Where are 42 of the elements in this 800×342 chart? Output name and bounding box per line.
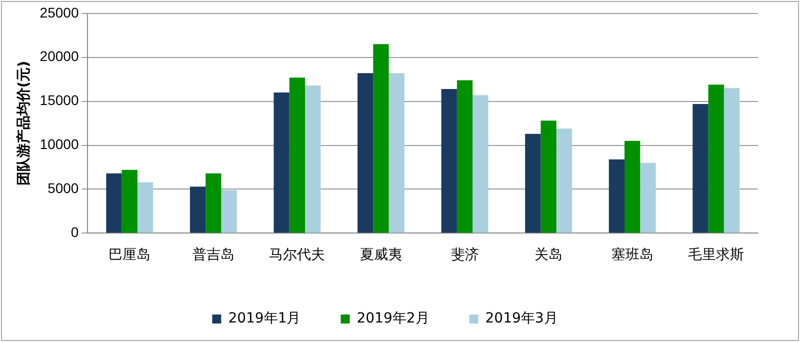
bar	[624, 140, 640, 233]
bar	[441, 89, 457, 233]
bar	[472, 95, 488, 233]
x-tick-label: 普吉岛	[192, 246, 234, 264]
x-tick-label: 毛里求斯	[688, 247, 744, 264]
bar	[708, 84, 724, 233]
bar	[137, 182, 154, 233]
x-tick-label: 塞班岛	[611, 247, 654, 264]
bar	[106, 173, 122, 233]
bar	[724, 88, 740, 233]
bar	[221, 190, 237, 233]
bar	[540, 120, 556, 233]
x-tick-label: 夏威夷	[360, 247, 402, 264]
bar	[373, 44, 389, 233]
bar	[122, 170, 138, 233]
bar	[206, 173, 222, 233]
legend-label: 2019年3月	[485, 310, 558, 327]
bar	[525, 134, 541, 233]
y-tick-label: 20000	[40, 48, 79, 64]
y-axis-title: 团队游产品均价(元)	[15, 60, 32, 186]
bar	[556, 128, 572, 233]
x-tick-label: 关岛	[534, 247, 563, 264]
x-tick-label: 巴厘岛	[108, 247, 151, 264]
bar	[358, 73, 374, 233]
bar	[456, 80, 473, 233]
y-tick-label: 10000	[40, 136, 79, 152]
y-tick-label: 25000	[40, 4, 79, 20]
bar	[190, 186, 206, 233]
y-tick-label: 15000	[40, 92, 79, 108]
bar	[388, 73, 404, 233]
bar	[692, 104, 708, 233]
legend-label: 2019年1月	[228, 310, 301, 327]
bar	[608, 159, 625, 233]
bar	[289, 78, 306, 233]
legend-label: 2019年2月	[356, 310, 430, 327]
y-tick-label: 0	[70, 224, 79, 240]
x-tick-label: 斐济	[450, 247, 479, 264]
y-tick-label: 5000	[48, 180, 79, 196]
bar	[274, 92, 290, 233]
bar	[640, 162, 656, 233]
bar	[305, 85, 321, 233]
x-tick-label: 马尔代夫	[269, 247, 326, 264]
